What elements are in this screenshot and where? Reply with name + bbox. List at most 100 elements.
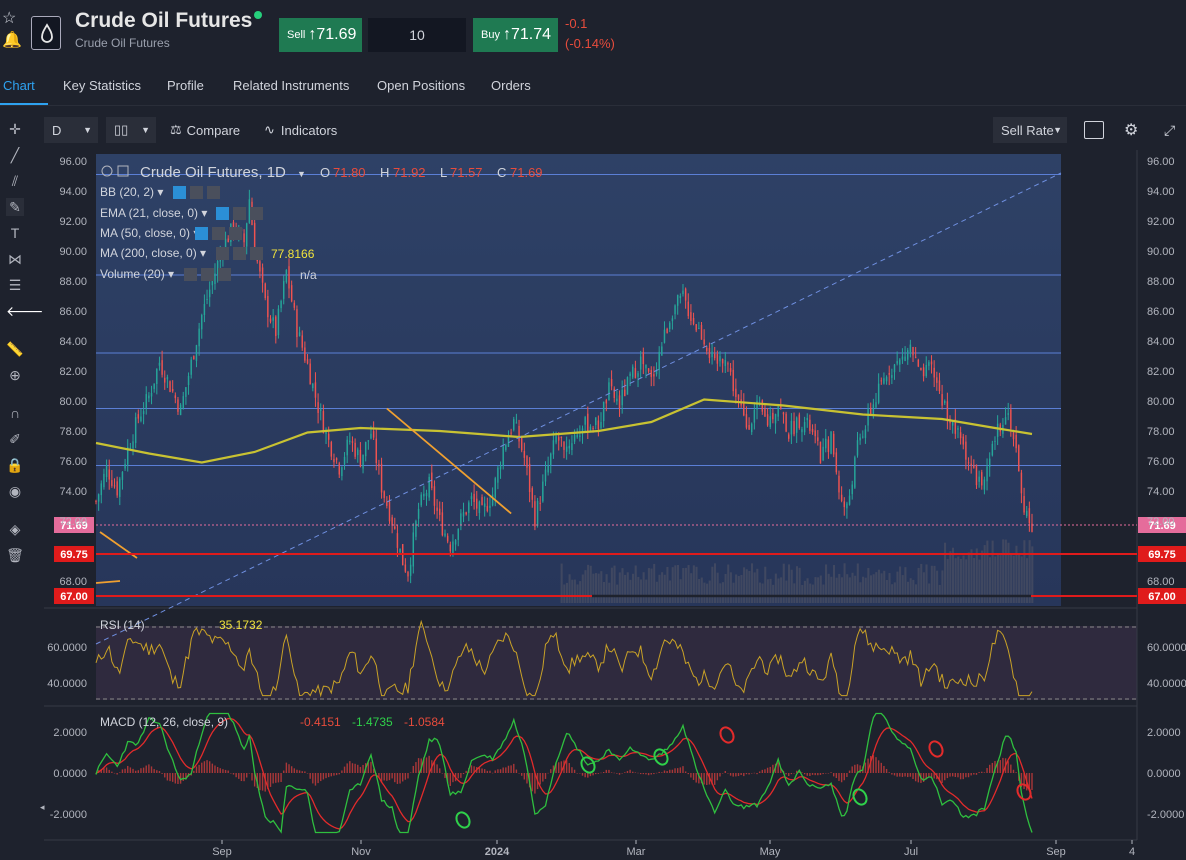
indicator-legend-label[interactable]: MA (50, close, 0) ▾ (100, 226, 199, 240)
candle-body (629, 373, 631, 376)
cross-marker-ellipse[interactable] (454, 810, 472, 830)
volume-bar (666, 566, 669, 603)
active-tab-indicator (0, 103, 48, 105)
tab-open-positions[interactable]: Open Positions (377, 78, 466, 93)
interval-select[interactable]: D ▼ (44, 117, 98, 143)
cross-marker-ellipse[interactable] (1015, 782, 1033, 802)
lock-icon[interactable]: 🔒 (6, 457, 24, 473)
bell-icon[interactable]: 🔔 (2, 32, 22, 49)
indicators-button[interactable]: ∿ Indicators (264, 117, 337, 143)
legend-l-value: 71.57 (450, 165, 483, 180)
candle-body (925, 364, 927, 377)
chart-type-select[interactable]: ▯▯ ▼ (106, 117, 156, 143)
visibility-icon[interactable] (195, 227, 208, 240)
macd-histogram-bar (238, 773, 240, 779)
candle-body (349, 440, 351, 442)
pattern-icon[interactable]: ⋈ (8, 251, 22, 267)
macd-histogram-bar (610, 772, 613, 773)
settings-icon[interactable] (190, 186, 203, 199)
expand-icon[interactable]: ⤢ (1164, 121, 1176, 138)
candle-body (703, 339, 705, 345)
layers-icon[interactable]: ◈ (9, 521, 21, 537)
compare-button[interactable]: ⚖ Compare (170, 117, 240, 143)
rsi-tick-label-right: 60.0000 (1147, 642, 1186, 654)
eye-icon[interactable]: ◉ (8, 483, 22, 499)
candle-body (483, 503, 486, 507)
candle-body (113, 485, 116, 487)
macd-histogram-bar (605, 769, 608, 773)
rising-dashed-trendline[interactable] (95, 172, 1062, 645)
falling-orange-trendline[interactable] (386, 407, 512, 515)
remove-icon[interactable] (207, 186, 220, 199)
candle-body (510, 432, 512, 434)
minimize-icon[interactable] (117, 165, 129, 177)
cross-marker-ellipse[interactable] (579, 755, 597, 775)
ruler-icon[interactable]: 📏 (6, 341, 24, 357)
chevron-down-icon[interactable]: ▼ (297, 169, 306, 179)
indicator-legend-label[interactable]: EMA (21, close, 0) ▾ (100, 206, 207, 220)
visibility-icon[interactable] (216, 207, 229, 220)
remove-icon[interactable] (229, 227, 242, 240)
candle-body (671, 318, 674, 322)
visibility-icon[interactable] (173, 186, 186, 199)
brush-icon[interactable]: ✎ (6, 198, 24, 216)
candle-body (658, 351, 660, 370)
cross-marker-ellipse[interactable] (718, 725, 736, 745)
zoom-icon[interactable]: ⊕ (9, 367, 21, 383)
tab-profile[interactable]: Profile (167, 78, 204, 93)
remove-icon[interactable] (250, 207, 263, 220)
trendlines[interactable] (95, 172, 1062, 645)
visibility-icon[interactable] (184, 268, 197, 281)
fullscreen-box-button[interactable] (1084, 121, 1104, 139)
buy-button[interactable]: Buy ↑ 71.74 (473, 18, 558, 52)
tab-chart[interactable]: Chart (3, 78, 35, 93)
settings-gear-icon[interactable]: ⚙ (1124, 122, 1139, 139)
indicator-legend-label[interactable]: Volume (20) ▾ (100, 267, 174, 281)
tab-orders[interactable]: Orders (491, 78, 531, 93)
macd-cross-annotations[interactable] (454, 725, 1033, 830)
settings-icon[interactable] (233, 247, 246, 260)
price-type-select[interactable]: Sell Rate ▼ (993, 117, 1067, 143)
crosshair-icon[interactable]: ✛ (9, 121, 21, 137)
volume-bar (904, 567, 907, 603)
magnet-icon[interactable]: ∩ (9, 405, 21, 421)
pitchfork-icon[interactable]: ⫽ (11, 173, 19, 189)
volume-bar (954, 558, 957, 603)
star-icon[interactable]: ☆ (2, 10, 17, 27)
tab-related-instruments[interactable]: Related Instruments (233, 78, 350, 93)
trend-line-icon[interactable]: ╱ (10, 147, 20, 163)
sell-button[interactable]: Sell ↑ 71.69 (279, 18, 362, 52)
macd-histogram-bar (996, 760, 999, 773)
chevron-down-icon: ▼ (141, 125, 150, 135)
remove-icon[interactable] (218, 268, 231, 281)
fib-icon[interactable]: ☰ (8, 277, 22, 293)
tab-key-statistics[interactable]: Key Statistics (63, 78, 142, 93)
candle-body (698, 328, 700, 330)
macd-histogram-bar (201, 762, 203, 773)
candle-body (380, 463, 383, 493)
cross-marker-ellipse[interactable] (652, 747, 670, 767)
text-tool-icon[interactable]: T (10, 225, 20, 241)
settings-icon[interactable] (212, 227, 225, 240)
visibility-icon[interactable] (216, 247, 229, 260)
collapse-icon[interactable] (101, 165, 113, 177)
macd-histogram-bar (616, 773, 618, 774)
volume-bar (658, 574, 661, 603)
orange-trendline-fragment[interactable] (95, 580, 121, 584)
quantity-input[interactable] (368, 18, 466, 52)
trash-icon[interactable]: 🗑 (6, 547, 24, 563)
lock-drawing-icon[interactable]: ✐ (9, 431, 21, 447)
collapse-arrow-icon[interactable]: ◂ (40, 802, 45, 812)
volume-bar (991, 540, 994, 603)
remove-icon[interactable] (250, 247, 263, 260)
macd-histogram-bar (383, 773, 385, 781)
macd-histogram-bar (682, 766, 684, 773)
candle-body (973, 465, 975, 468)
cross-marker-ellipse[interactable] (851, 787, 869, 807)
indicator-legend-label[interactable]: BB (20, 2) ▾ (100, 185, 163, 199)
settings-icon[interactable] (201, 268, 214, 281)
indicator-legend-label[interactable]: MA (200, close, 0) ▾ (100, 246, 206, 260)
cross-marker-ellipse[interactable] (927, 739, 945, 759)
settings-icon[interactable] (233, 207, 246, 220)
